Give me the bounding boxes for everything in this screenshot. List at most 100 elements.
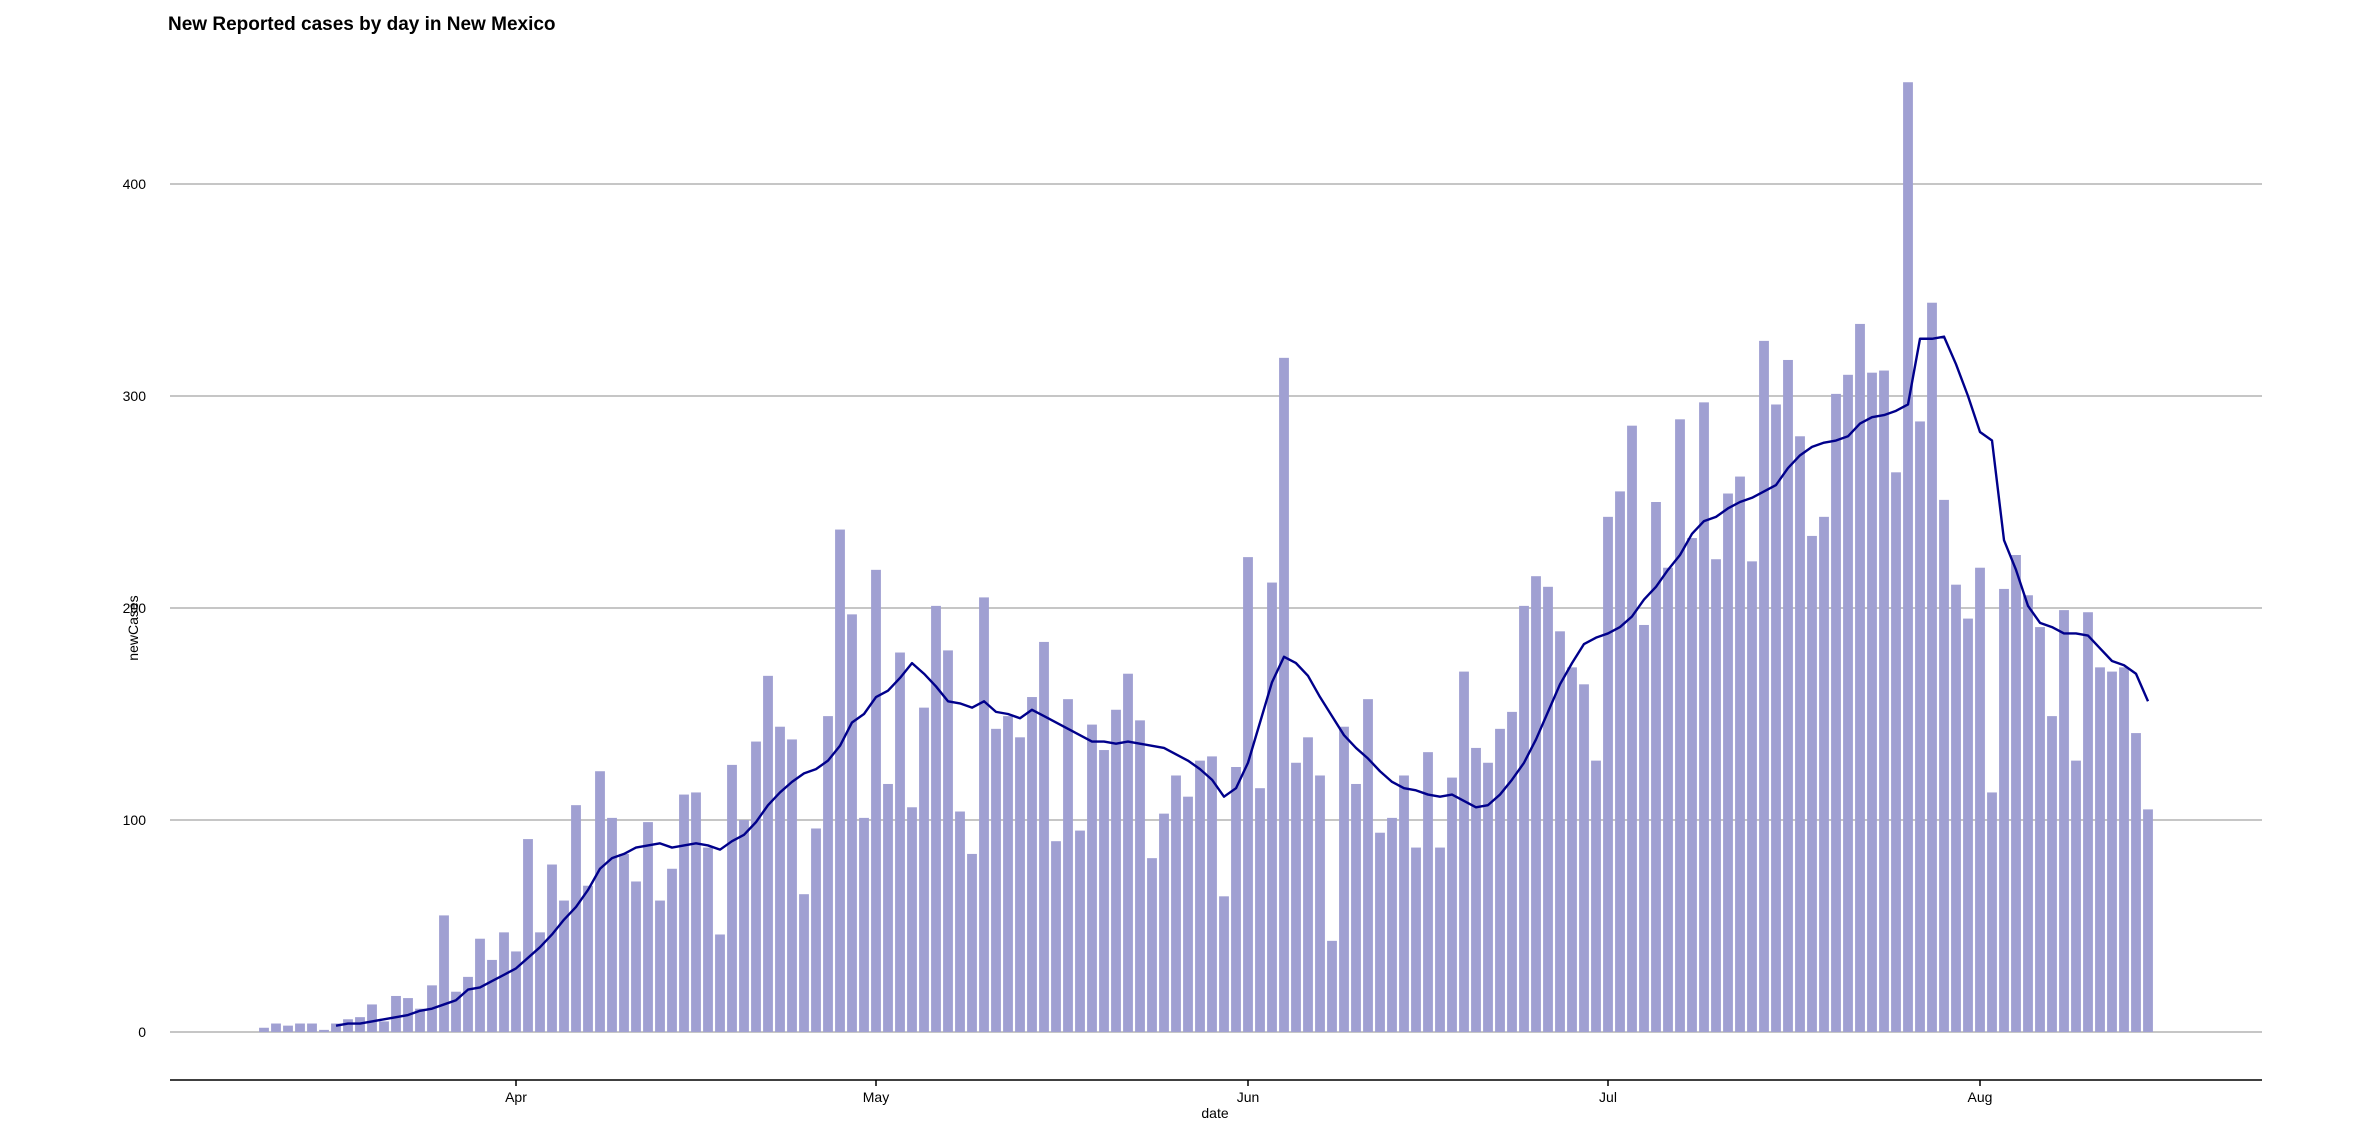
bar-day-109 <box>1567 667 1577 1032</box>
x-tick-label-Apr: Apr <box>505 1089 527 1105</box>
bar-day-39 <box>727 764 737 1032</box>
bar-day-4 <box>307 1023 317 1032</box>
bar-day-54 <box>907 807 917 1032</box>
bar-day-73 <box>1135 720 1145 1032</box>
bar-day-134 <box>1867 372 1877 1032</box>
bar-day-121 <box>1711 559 1721 1032</box>
bar-day-33 <box>655 900 665 1032</box>
bar-day-88 <box>1315 775 1325 1032</box>
bar-day-85 <box>1279 357 1289 1033</box>
bar-day-79 <box>1207 756 1217 1032</box>
bar-day-116 <box>1651 502 1661 1032</box>
bar-day-75 <box>1159 813 1169 1032</box>
bar-day-96 <box>1411 847 1421 1032</box>
y-tick-label-100: 100 <box>123 812 147 828</box>
bar-day-139 <box>1927 302 1937 1033</box>
bar-day-82 <box>1243 557 1253 1032</box>
bar-day-15 <box>439 915 449 1032</box>
bar-day-77 <box>1183 796 1193 1032</box>
bar-day-29 <box>607 817 617 1032</box>
bar-day-115 <box>1639 624 1649 1032</box>
bar-day-157 <box>2143 809 2153 1032</box>
bar-day-87 <box>1303 737 1313 1032</box>
bar-day-52 <box>883 783 893 1032</box>
bar-day-1 <box>271 1023 281 1032</box>
bar-day-153 <box>2095 667 2105 1032</box>
bar-day-37 <box>703 847 713 1032</box>
bar-day-97 <box>1423 752 1433 1032</box>
bar-series <box>259 82 2153 1033</box>
bar-day-17 <box>463 976 473 1032</box>
bar-day-80 <box>1219 896 1229 1032</box>
bar-day-95 <box>1399 775 1409 1032</box>
bar-day-150 <box>2059 610 2069 1032</box>
bar-day-44 <box>787 739 797 1032</box>
bar-day-63 <box>1015 737 1025 1032</box>
bar-day-23 <box>535 932 545 1032</box>
bar-day-103 <box>1495 728 1505 1032</box>
bar-day-140 <box>1939 499 1949 1032</box>
bar-day-68 <box>1075 830 1085 1032</box>
bar-day-151 <box>2071 760 2081 1032</box>
bar-day-25 <box>559 900 569 1032</box>
bar-day-118 <box>1675 419 1685 1032</box>
bar-day-35 <box>679 794 689 1032</box>
bar-day-9 <box>367 1004 377 1032</box>
bar-day-46 <box>811 828 821 1032</box>
bar-day-105 <box>1519 605 1529 1032</box>
bar-day-38 <box>715 934 725 1032</box>
bar-day-132 <box>1843 374 1853 1032</box>
bar-day-11 <box>391 995 401 1032</box>
bar-day-40 <box>739 820 749 1032</box>
bar-day-48 <box>835 529 845 1032</box>
bar-day-99 <box>1447 777 1457 1032</box>
bar-day-59 <box>967 853 977 1032</box>
y-tick-label-300: 300 <box>123 388 147 404</box>
x-tick-label-May: May <box>863 1089 889 1105</box>
bar-day-92 <box>1363 699 1373 1032</box>
bar-day-2 <box>283 1025 293 1032</box>
bar-day-126 <box>1771 404 1781 1033</box>
bar-day-119 <box>1687 538 1697 1032</box>
bar-day-138 <box>1915 421 1925 1032</box>
x-tick-label-Jun: Jun <box>1237 1089 1260 1105</box>
bar-day-89 <box>1327 940 1337 1032</box>
bar-day-144 <box>1987 792 1997 1032</box>
bar-day-104 <box>1507 711 1517 1032</box>
bar-day-123 <box>1735 476 1745 1032</box>
bar-day-128 <box>1795 436 1805 1032</box>
bar-day-21 <box>511 951 521 1032</box>
bar-day-16 <box>451 991 461 1032</box>
bar-day-18 <box>475 938 485 1032</box>
bar-day-69 <box>1087 724 1097 1032</box>
bar-day-67 <box>1063 699 1073 1032</box>
bar-day-91 <box>1351 783 1361 1032</box>
bar-day-66 <box>1051 841 1061 1032</box>
bar-day-19 <box>487 959 497 1032</box>
bar-day-53 <box>895 652 905 1032</box>
bar-day-70 <box>1099 750 1109 1032</box>
bar-day-154 <box>2107 671 2117 1032</box>
bar-day-148 <box>2035 627 2045 1032</box>
bar-day-26 <box>571 805 581 1032</box>
bar-day-24 <box>547 864 557 1032</box>
bar-day-41 <box>751 741 761 1032</box>
bar-day-112 <box>1603 516 1613 1032</box>
bar-day-120 <box>1699 402 1709 1032</box>
y-axis-tick-labels: 0 100 200 300 400 <box>123 176 147 1040</box>
bar-day-31 <box>631 881 641 1032</box>
bar-day-146 <box>2011 555 2021 1032</box>
bar-day-49 <box>847 614 857 1032</box>
bar-day-86 <box>1291 762 1301 1032</box>
bar-day-84 <box>1267 582 1277 1032</box>
bar-day-6 <box>331 1023 341 1032</box>
bar-day-55 <box>919 707 929 1032</box>
bar-day-108 <box>1555 631 1565 1032</box>
bar-day-71 <box>1111 709 1121 1032</box>
bar-day-57 <box>943 650 953 1032</box>
bar-day-93 <box>1375 832 1385 1032</box>
bar-day-50 <box>859 817 869 1032</box>
bar-day-143 <box>1975 567 1985 1032</box>
bar-day-51 <box>871 569 881 1032</box>
